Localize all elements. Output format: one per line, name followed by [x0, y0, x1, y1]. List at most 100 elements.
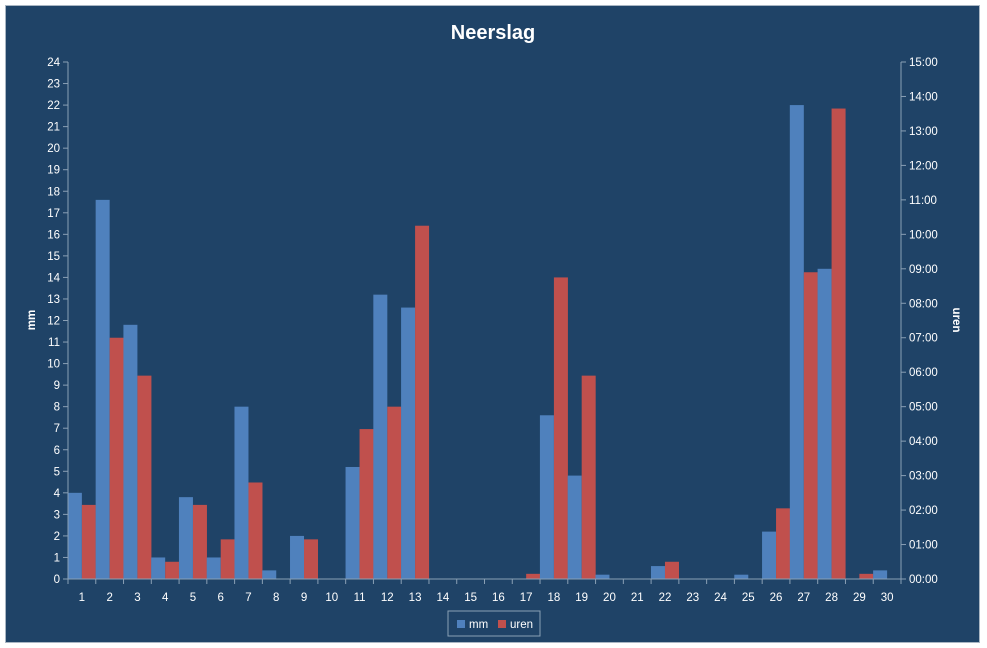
y-right-tick-label: 01:00: [909, 540, 938, 552]
x-tick-label-22: 22: [659, 592, 672, 604]
y-right-tick-label: 06:00: [909, 367, 938, 379]
y-left-tick-label: 20: [47, 143, 60, 155]
y-left-tick-label: 1: [54, 552, 60, 564]
y-right-tick-label: 08:00: [909, 298, 938, 310]
bar-uren-26: [776, 508, 791, 579]
bar-uren-11: [359, 429, 374, 579]
y-left-tick-label: 2: [54, 531, 60, 543]
y-left-tick-label: 21: [47, 122, 60, 134]
x-tick-label-2: 2: [106, 592, 112, 604]
y-left-tick-label: 13: [47, 294, 60, 306]
x-tick-label-28: 28: [825, 592, 838, 604]
legend-swatch-mm: [457, 620, 465, 628]
legend-label-uren: uren: [510, 619, 533, 631]
y-right-tick-label: 10:00: [909, 229, 938, 241]
bar-uren-18: [553, 277, 568, 579]
y-left-tick-label: 23: [47, 79, 60, 91]
bar-mm-4: [151, 557, 166, 579]
y-left-tick-label: 24: [47, 57, 60, 69]
y-left-tick-label: 3: [54, 509, 60, 521]
bar-mm-26: [762, 531, 777, 579]
y-left-tick-label: 12: [47, 316, 60, 328]
bar-mm-5: [178, 497, 193, 579]
x-tick-label-30: 30: [881, 592, 894, 604]
ticks-layer: 1 2 3 4 5 6 7 8 9 10 11 12 13 14 15 16 17 18 19 20 21 22 23 24 2…: [47, 57, 938, 604]
bar-mm-8: [262, 570, 277, 579]
bar-mm-19: [567, 475, 582, 579]
chart-title: Neerslag: [451, 22, 536, 44]
x-tick-label-8: 8: [273, 592, 279, 604]
x-tick-label-1: 1: [79, 592, 85, 604]
x-tick-label-9: 9: [301, 592, 307, 604]
bar-uren-19: [581, 375, 596, 579]
x-tick-label-5: 5: [190, 592, 196, 604]
bar-uren-22: [664, 561, 679, 579]
bar-mm-7: [234, 406, 249, 579]
legend-label-mm: mm: [469, 619, 488, 631]
bar-uren-1: [81, 504, 96, 579]
y-right-tick-label: 12:00: [909, 160, 938, 172]
y-right-tick-label: 13:00: [909, 126, 938, 138]
legend: mm uren: [447, 610, 541, 637]
bar-mm-25: [734, 574, 749, 579]
y-right-tick-label: 00:00: [909, 574, 938, 586]
bar-uren-29: [859, 573, 874, 579]
bar-uren-13: [415, 225, 430, 579]
x-tick-label-17: 17: [520, 592, 533, 604]
bar-mm-30: [873, 570, 888, 579]
y-left-tick-label: 4: [54, 488, 61, 500]
x-tick-label-7: 7: [245, 592, 251, 604]
y-left-tick-label: 7: [54, 423, 60, 435]
x-tick-label-10: 10: [325, 592, 338, 604]
bar-mm-2: [95, 199, 110, 579]
y-right-tick-label: 02:00: [909, 505, 938, 517]
x-tick-label-18: 18: [548, 592, 561, 604]
y-right-tick-label: 14:00: [909, 91, 938, 103]
y-left-tick-label: 18: [47, 186, 60, 198]
x-tick-label-15: 15: [464, 592, 477, 604]
x-tick-label-12: 12: [381, 592, 394, 604]
x-tick-label-11: 11: [354, 592, 366, 604]
y-right-tick-label: 05:00: [909, 402, 938, 414]
y-left-tick-label: 6: [54, 445, 60, 457]
bar-uren-12: [387, 406, 402, 579]
y-left-tick-label: 15: [47, 251, 60, 263]
bar-uren-9: [304, 539, 319, 579]
y-left-tick-label: 5: [54, 466, 60, 478]
x-tick-label-13: 13: [409, 592, 422, 604]
y-right-tick-label: 15:00: [909, 57, 938, 69]
bar-mm-20: [595, 574, 610, 579]
bar-mm-11: [345, 466, 360, 579]
bar-uren-7: [248, 482, 263, 579]
y-left-tick-label: 16: [47, 229, 60, 241]
y-left-tick-label: 14: [47, 272, 60, 284]
x-tick-label-27: 27: [797, 592, 810, 604]
bar-uren-4: [165, 561, 180, 579]
chart-frame: Neerslag 1 2 3 4 5 6 7 8 9 10 11 12 13 14 15 16 17 18 19 20…: [5, 5, 980, 643]
bar-mm-18: [539, 415, 554, 579]
bar-uren-17: [526, 573, 541, 579]
bar-uren-5: [192, 504, 207, 579]
x-tick-label-23: 23: [686, 592, 699, 604]
x-tick-label-21: 21: [631, 592, 644, 604]
x-tick-label-26: 26: [770, 592, 783, 604]
x-tick-label-4: 4: [162, 592, 169, 604]
y-left-tick-label: 8: [54, 402, 60, 414]
bar-mm-27: [789, 105, 804, 579]
bar-mm-1: [67, 492, 82, 579]
bar-mm-9: [290, 535, 305, 579]
bar-uren-27: [803, 272, 818, 579]
y-left-tick-label: 9: [54, 380, 60, 392]
bar-mm-12: [373, 294, 388, 579]
bar-mm-3: [123, 324, 138, 579]
bar-mm-28: [817, 268, 832, 579]
precipitation-chart: Neerslag 1 2 3 4 5 6 7 8 9 10 11 12 13 14 15 16 17 18 19 20…: [26, 22, 962, 637]
y-left-tick-label: 0: [54, 574, 60, 586]
bars-layer: [67, 105, 888, 579]
x-tick-label-19: 19: [575, 592, 588, 604]
x-tick-label-20: 20: [603, 592, 616, 604]
bar-uren-3: [137, 375, 152, 579]
y-right-tick-label: 04:00: [909, 436, 938, 448]
y-right-tick-label: 11:00: [909, 195, 937, 207]
bar-uren-2: [109, 337, 124, 579]
